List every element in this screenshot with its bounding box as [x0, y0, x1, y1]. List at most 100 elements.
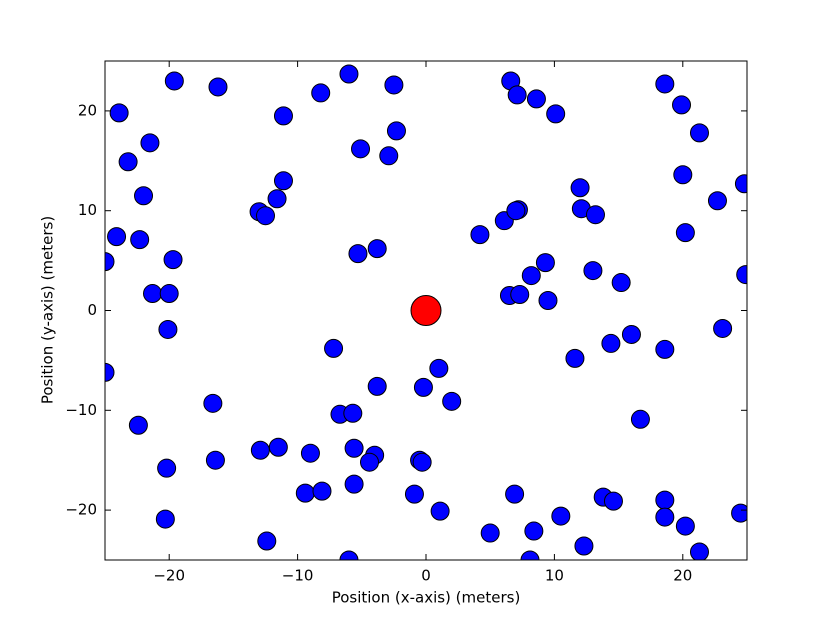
- point: [164, 71, 184, 91]
- point: [655, 507, 675, 527]
- y-tick-label: −10: [65, 401, 97, 419]
- y-tick-label: 10: [78, 201, 97, 219]
- point: [343, 403, 363, 423]
- point: [267, 189, 287, 209]
- point: [379, 146, 399, 166]
- point: [570, 178, 590, 198]
- point: [118, 152, 138, 172]
- point: [339, 64, 359, 84]
- point: [713, 318, 733, 338]
- point: [526, 89, 546, 109]
- point: [158, 319, 178, 339]
- point: [109, 103, 129, 123]
- point: [510, 285, 530, 305]
- point: [524, 521, 544, 541]
- point: [601, 333, 621, 353]
- point: [367, 239, 387, 259]
- point: [442, 391, 462, 411]
- point: [546, 104, 566, 124]
- x-axis-label: Position (x-axis) (meters): [332, 589, 521, 607]
- point: [250, 440, 270, 460]
- point: [412, 452, 432, 472]
- point: [203, 393, 223, 413]
- point: [386, 121, 406, 141]
- y-tick-label: 20: [78, 101, 97, 119]
- point: [480, 523, 500, 543]
- point: [410, 295, 442, 326]
- point: [344, 474, 364, 494]
- point: [105, 252, 115, 272]
- point: [295, 483, 315, 503]
- point: [413, 377, 433, 397]
- x-tick-label: −10: [282, 567, 314, 585]
- point: [157, 458, 177, 478]
- point: [611, 273, 631, 293]
- point: [128, 415, 148, 435]
- point: [273, 106, 293, 126]
- point: [734, 174, 747, 194]
- point: [130, 230, 150, 250]
- point: [630, 409, 650, 429]
- point: [707, 191, 727, 211]
- point: [324, 338, 344, 358]
- point: [565, 348, 585, 368]
- x-tick-label: 20: [673, 567, 692, 585]
- point: [538, 291, 558, 311]
- point: [470, 225, 490, 245]
- point: [603, 491, 623, 511]
- point: [163, 250, 183, 270]
- point: [520, 550, 540, 560]
- point: [675, 516, 695, 536]
- point: [360, 452, 380, 472]
- point: [551, 506, 571, 526]
- point: [257, 531, 277, 551]
- point: [311, 83, 331, 103]
- point: [384, 75, 404, 95]
- point: [208, 77, 228, 97]
- point: [140, 133, 160, 153]
- point: [655, 74, 675, 94]
- point: [256, 206, 275, 226]
- point: [273, 171, 293, 191]
- point: [673, 165, 693, 185]
- point: [404, 484, 424, 504]
- point: [429, 358, 449, 378]
- y-axis-label: Position (y-axis) (meters): [39, 216, 57, 404]
- point: [107, 227, 127, 247]
- point: [159, 284, 179, 304]
- point: [312, 481, 332, 501]
- point: [583, 261, 603, 281]
- point: [655, 339, 675, 359]
- point: [655, 490, 675, 510]
- point: [672, 95, 692, 115]
- point: [300, 443, 320, 463]
- point: [367, 376, 387, 396]
- point: [507, 85, 527, 105]
- point: [535, 253, 555, 273]
- point: [621, 324, 641, 344]
- point: [675, 223, 695, 243]
- point: [521, 266, 541, 286]
- point: [506, 201, 526, 221]
- point: [344, 438, 364, 458]
- point: [736, 265, 747, 285]
- point: [689, 542, 709, 560]
- point: [339, 550, 359, 560]
- x-tick-label: −20: [153, 567, 185, 585]
- point: [134, 186, 154, 206]
- point: [505, 484, 525, 504]
- point: [155, 509, 175, 529]
- x-tick-label: 10: [545, 567, 564, 585]
- point: [205, 450, 225, 470]
- point: [348, 244, 368, 264]
- points: [105, 64, 747, 560]
- point: [585, 205, 605, 225]
- point: [574, 536, 594, 556]
- x-tick-label: 0: [421, 567, 431, 585]
- point: [430, 501, 450, 521]
- point: [105, 362, 115, 382]
- point: [268, 437, 288, 457]
- y-tick-label: 0: [87, 301, 97, 319]
- point: [689, 123, 709, 143]
